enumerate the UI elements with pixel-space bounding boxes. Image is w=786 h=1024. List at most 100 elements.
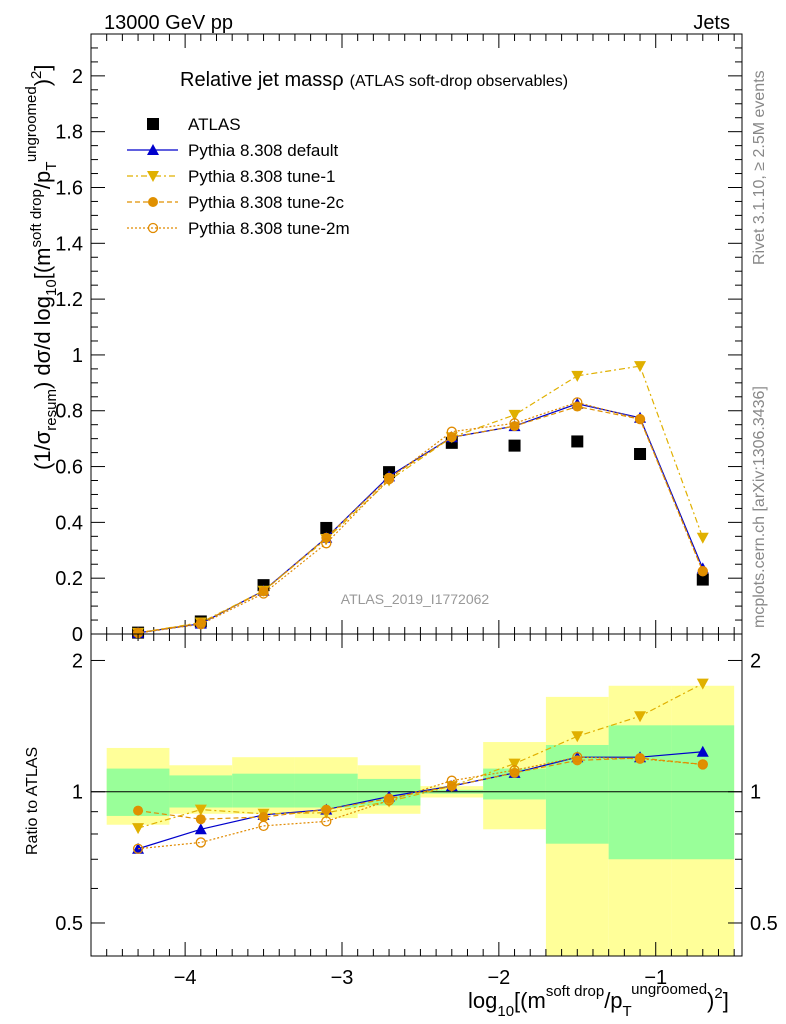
data-point (509, 418, 520, 429)
ratio-point (194, 823, 207, 835)
ratio-plot: 0.5 0.5 1 1 2 2 −4 −3 −2 −1 (55, 633, 778, 989)
ratio-ylabel: Ratio to ATLAS (24, 747, 41, 855)
rivet-label: Rivet 3.1.10, ≥ 2.5M events (751, 70, 768, 265)
x-axis-label: log10[(msoft drop/pTungroomed)2] (468, 981, 729, 1020)
top-ytick-label: 0.2 (55, 568, 83, 590)
ratio-line (137, 757, 703, 820)
ratio-ytick-label-right: 0.5 (750, 913, 778, 935)
top-ytick-label: 1.6 (55, 177, 83, 199)
ratio-point (258, 812, 269, 823)
ratio-point (321, 804, 332, 815)
ratio-point (195, 837, 206, 848)
ratio-point (634, 753, 646, 764)
data-point (508, 439, 521, 452)
legend-marker (147, 144, 159, 155)
data-point (320, 521, 333, 534)
data-point (508, 409, 521, 421)
main-plot: 0 0.2 0.4 0.6 0.8 1 1.2 1.4 1.6 1.8 2 (55, 33, 743, 646)
data-point (571, 370, 584, 382)
ratio-point (634, 711, 647, 723)
series-line (137, 405, 704, 634)
ratio-ytick-label-right: 2 (750, 650, 761, 672)
ratio-ytick-label: 0.5 (55, 913, 83, 935)
mcplots-label: mcplots.cern.ch [arXiv:1306.3436] (751, 386, 768, 628)
uncertainty-band-stat (671, 725, 735, 860)
data-point (696, 532, 709, 544)
data-point (446, 426, 457, 437)
ratio-point (696, 745, 709, 757)
ratio-series-3 (132, 752, 708, 854)
legend-marker (147, 171, 159, 182)
top-ytick-label: 1.4 (55, 233, 83, 255)
top-ytick-label: 0.8 (55, 401, 83, 423)
x-tick-label: −3 (331, 967, 354, 989)
ratio-ytick-label-right: 1 (750, 782, 761, 804)
ratio-point (446, 775, 457, 786)
analysis-watermark: ATLAS_2019_I1772062 (341, 591, 490, 607)
ratio-point (258, 820, 269, 832)
ratio-line (137, 751, 703, 850)
ratio-point (321, 816, 332, 827)
title-main: Relative jet mass (180, 69, 332, 91)
legend-label: ATLAS (188, 115, 241, 134)
ratio-point (132, 823, 145, 835)
ratio-point (133, 805, 144, 816)
x-tick-label: −4 (174, 967, 197, 989)
ratio-point (697, 759, 708, 770)
top-ylabel: (1/σresum) dσ/d log10[(msoft drop/pTungr… (23, 64, 60, 470)
top-ytick-label: 2 (72, 66, 83, 88)
data-point (195, 619, 206, 630)
ratio-point (195, 814, 206, 825)
legend-label: Pythia 8.308 tune-1 (188, 167, 335, 186)
x-tick-label: −2 (487, 967, 510, 989)
ratio-point (571, 731, 584, 743)
ratio-point (194, 804, 207, 816)
legend-marker (147, 222, 159, 234)
ratio-series-2 (133, 752, 708, 825)
legend-label: Pythia 8.308 tune-2m (188, 219, 350, 238)
series-0 (132, 435, 709, 639)
ratio-point (509, 765, 520, 776)
data-point (634, 448, 647, 460)
ratio-ytick-label: 1 (72, 782, 83, 804)
legend-marker (147, 118, 159, 130)
header-left: 13000 GeV pp (104, 12, 233, 34)
data-point (634, 361, 647, 373)
data-point (258, 586, 269, 597)
bottom-frame (90, 633, 743, 957)
data-point (321, 538, 332, 549)
ratio-point (508, 758, 521, 770)
ratio-ytick-label: 2 (72, 650, 83, 672)
top-ytick-label: 1 (72, 345, 83, 367)
data-point (696, 573, 709, 586)
ratio-point (132, 843, 144, 854)
plot-title: Relative jet massρ (ATLAS soft-drop obser… (180, 69, 568, 91)
uncertainty-band-stat (294, 773, 358, 808)
data-point (571, 435, 584, 448)
data-point (509, 421, 520, 432)
data-point (572, 397, 583, 408)
legend: ATLAS Pythia 8.308 default Pythia 8.308 tu… (127, 115, 350, 238)
ratio-point (446, 781, 457, 792)
top-ytick-label: 1.8 (55, 122, 83, 144)
top-ytick-label: 0 (72, 624, 83, 646)
data-point (697, 566, 708, 577)
top-ytick-label: 0.4 (55, 512, 83, 534)
x-tick-label: −1 (644, 967, 667, 989)
ratio-point (572, 752, 583, 763)
ratio-point (696, 678, 709, 690)
ratio-point (572, 755, 583, 766)
data-point (258, 588, 269, 599)
title-sub: (ATLAS soft-drop observables) (350, 73, 568, 90)
ratio-line (138, 756, 703, 850)
legend-label: Pythia 8.308 default (188, 141, 339, 160)
data-point (446, 432, 457, 443)
top-ytick-label: 0.6 (55, 457, 83, 479)
data-point (634, 413, 646, 425)
header-right: Jets (693, 12, 730, 34)
ratio-point (383, 795, 395, 806)
legend-marker (148, 197, 158, 207)
title-rho: ρ (332, 69, 343, 91)
legend-label: Pythia 8.308 tune-2c (188, 193, 344, 212)
